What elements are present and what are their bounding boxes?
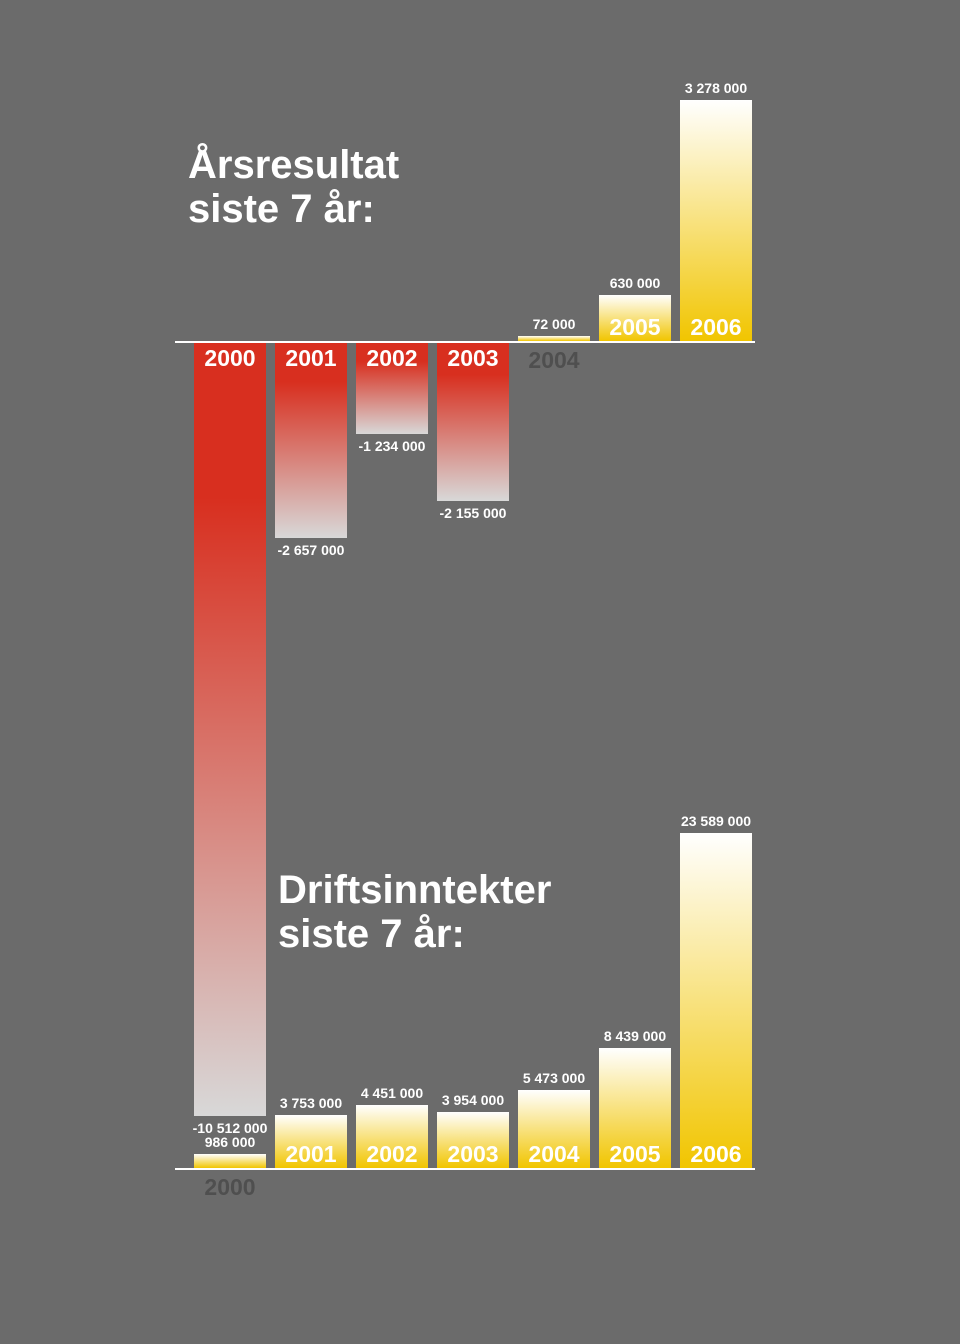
value-label-driftsinntekter-2003: 3 954 000 bbox=[430, 1092, 516, 1108]
year-label-driftsinntekter-2005: 2005 bbox=[599, 1141, 671, 1168]
chart-title-driftsinntekter: Driftsinntekter siste 7 år: bbox=[278, 868, 551, 956]
year-label-arsresultat-2002: 2002 bbox=[356, 345, 428, 372]
value-label-arsresultat-2001: -2 657 000 bbox=[268, 542, 354, 558]
year-label-arsresultat-2006: 2006 bbox=[680, 314, 752, 341]
bar-driftsinntekter-2006 bbox=[680, 833, 752, 1168]
value-label-driftsinntekter-2004: 5 473 000 bbox=[511, 1070, 597, 1086]
baseline-driftsinntekter bbox=[175, 1168, 755, 1170]
value-label-arsresultat-2002: -1 234 000 bbox=[349, 438, 435, 454]
value-label-arsresultat-2005: 630 000 bbox=[592, 275, 678, 291]
bar-arsresultat-2001 bbox=[275, 343, 347, 538]
year-label-driftsinntekter-2003: 2003 bbox=[437, 1141, 509, 1168]
year-label-arsresultat-2001: 2001 bbox=[275, 345, 347, 372]
value-label-arsresultat-2006: 3 278 000 bbox=[673, 80, 759, 96]
value-label-arsresultat-2004: 72 000 bbox=[511, 316, 597, 332]
year-label-arsresultat-2000: 2000 bbox=[194, 345, 266, 372]
bar-arsresultat-2004 bbox=[518, 336, 590, 341]
value-label-driftsinntekter-2000: 986 000 bbox=[187, 1134, 273, 1150]
year-label-arsresultat-2003: 2003 bbox=[437, 345, 509, 372]
year-label-driftsinntekter-2006: 2006 bbox=[680, 1141, 752, 1168]
bar-arsresultat-2006 bbox=[680, 100, 752, 341]
year-label-driftsinntekter-2001: 2001 bbox=[275, 1141, 347, 1168]
year-label-driftsinntekter-2002: 2002 bbox=[356, 1141, 428, 1168]
year-label-arsresultat-2005: 2005 bbox=[599, 314, 671, 341]
value-label-arsresultat-2003: -2 155 000 bbox=[430, 505, 516, 521]
chart-title-arsresultat: Årsresultat siste 7 år: bbox=[188, 143, 399, 231]
value-label-driftsinntekter-2002: 4 451 000 bbox=[349, 1085, 435, 1101]
value-label-driftsinntekter-2006: 23 589 000 bbox=[673, 813, 759, 829]
bar-arsresultat-2000 bbox=[194, 343, 266, 1116]
year-label-driftsinntekter-2004: 2004 bbox=[518, 1141, 590, 1168]
year-label-driftsinntekter-2000: 2000 bbox=[194, 1174, 266, 1201]
year-label-arsresultat-2004: 2004 bbox=[518, 347, 590, 374]
value-label-driftsinntekter-2001: 3 753 000 bbox=[268, 1095, 354, 1111]
value-label-driftsinntekter-2005: 8 439 000 bbox=[592, 1028, 678, 1044]
bar-driftsinntekter-2000 bbox=[194, 1154, 266, 1168]
